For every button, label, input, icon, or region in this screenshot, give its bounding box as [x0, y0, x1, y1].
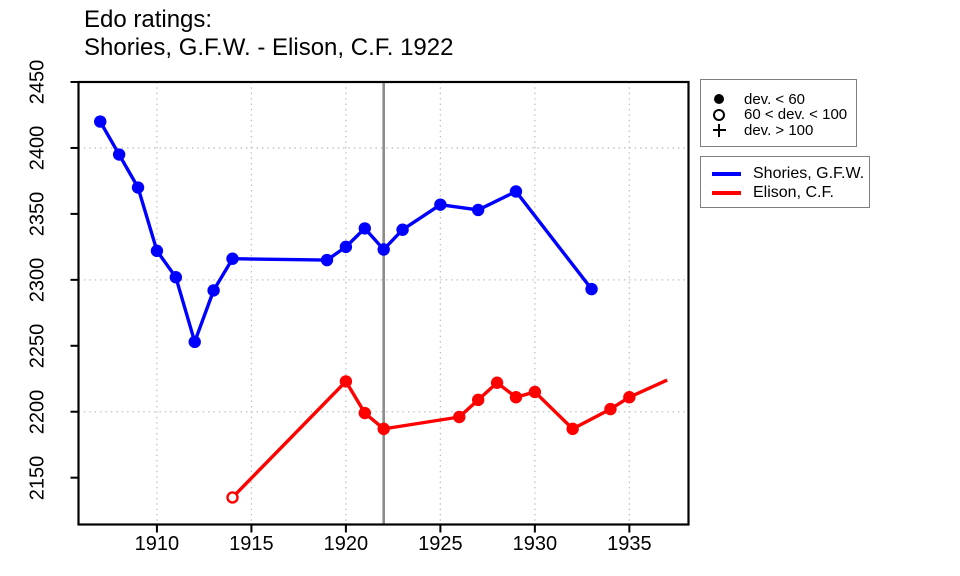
legend-deviation-label: dev. < 60: [744, 90, 806, 108]
data-point-elison: [623, 391, 636, 404]
data-point-shories: [207, 284, 220, 297]
x-tick-label: 1910: [134, 533, 180, 555]
data-point-shories: [358, 222, 371, 235]
legend-series: Shories, G.F.W. Elison, C.F.: [700, 156, 870, 208]
y-tick-label: 2300: [26, 257, 49, 303]
data-point-shories: [320, 253, 334, 267]
data-point-elison: [528, 385, 542, 399]
data-point-elison: [339, 375, 353, 388]
x-tick-label: 1920: [323, 533, 369, 555]
data-point-shories: [188, 335, 201, 349]
chart-title-line1: Edo ratings:: [84, 6, 213, 33]
x-tick-label: 1925: [418, 533, 463, 555]
shories-line-swatch: [712, 172, 741, 176]
data-point-shories: [169, 271, 183, 284]
data-point-shories: [339, 240, 353, 254]
data-point-elison: [377, 422, 390, 436]
legend-series-row: Shories, G.F.W.: [712, 165, 865, 183]
y-tick-label: 2250: [26, 323, 49, 369]
y-tick-label: 2450: [26, 59, 49, 105]
x-tick-label: 1930: [512, 533, 558, 555]
legend-series-label: Elison, C.F.: [753, 184, 834, 201]
chart-title-line2: Shories, G.F.W. - Elison, C.F. 1922: [84, 34, 454, 61]
chart-title: Edo ratings: Shories, G.F.W. - Elison, C…: [84, 6, 453, 62]
y-tick-label: 2150: [26, 455, 49, 500]
legend-deviation-label: dev. > 100: [744, 121, 814, 139]
data-point-shories: [112, 148, 126, 161]
legend-deviation: dev. < 60 60 < dev. < 100 dev. > 100: [700, 79, 857, 147]
data-point-shories: [509, 185, 523, 198]
plus-icon: [712, 123, 726, 137]
data-point-open-elison: [226, 491, 239, 504]
data-point-shories: [377, 243, 390, 256]
data-point-shories: [150, 244, 164, 258]
series-line-shories: [98, 120, 593, 344]
series-line-elison: [231, 378, 668, 499]
legend-deviation-row: dev. < 60: [712, 90, 852, 108]
y-tick-label: 2200: [26, 389, 49, 434]
data-point-elison: [471, 393, 485, 407]
legend-deviation-row: 60 < dev. < 100: [712, 106, 852, 123]
data-point-shories: [434, 198, 447, 211]
legend-deviation-row: dev. > 100: [712, 121, 852, 139]
y-tick-label: 2400: [26, 125, 49, 171]
data-point-shories: [471, 203, 485, 217]
data-point-elison: [509, 391, 523, 404]
data-point-elison: [358, 406, 371, 420]
x-tick-label: 1915: [229, 533, 274, 555]
data-point-shories: [131, 181, 145, 194]
data-point-elison: [453, 410, 466, 424]
filled-circle-icon: [712, 94, 726, 104]
legend-series-label: Shories, G.F.W.: [753, 165, 865, 182]
data-point-elison: [604, 402, 617, 416]
x-tick-label: 1935: [607, 533, 652, 555]
legend-deviation-label: 60 < dev. < 100: [744, 106, 848, 123]
legend-series-row: Elison, C.F.: [712, 184, 865, 202]
plot-border: [77, 80, 690, 526]
y-tick-label: 2350: [26, 191, 49, 237]
data-point-shories: [396, 223, 409, 236]
data-point-elison: [566, 422, 579, 436]
elison-line-swatch: [712, 191, 741, 195]
data-point-shories: [94, 115, 107, 128]
data-point-shories: [585, 282, 598, 296]
data-point-shories: [226, 252, 239, 265]
data-point-elison: [490, 376, 504, 389]
open-circle-icon: [712, 108, 726, 121]
